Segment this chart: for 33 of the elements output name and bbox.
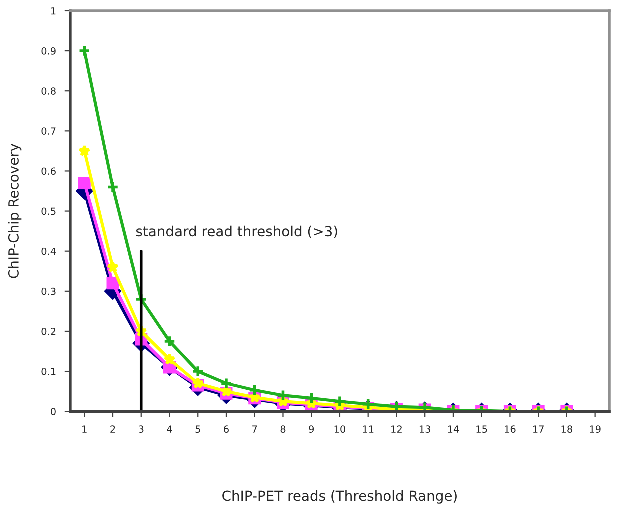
x-tick-label: 14: [448, 426, 460, 433]
x-tick-label: 2: [110, 426, 116, 433]
x-tick-label: 9: [309, 426, 314, 434]
x-tick-label: 17: [533, 426, 544, 433]
y-tick-label: 0.6: [42, 168, 56, 176]
y-tick-label: 0.9: [42, 48, 56, 55]
y-tick-label: 0.8: [42, 88, 56, 95]
y-tick-label: 0.2: [42, 328, 56, 336]
x-tick-label: 13: [420, 426, 430, 434]
y-tick-label: 0.5: [42, 208, 56, 216]
y-tick-label: 0: [51, 408, 56, 416]
y-tick-label: 1: [51, 8, 56, 15]
y-axis-title: ChIP-Chip Recovery: [8, 144, 22, 278]
y-tick-label: 0.3: [42, 288, 56, 296]
x-tick-label: 11: [363, 426, 374, 433]
y-tick-label: 0.4: [42, 248, 56, 256]
x-tick-label: 8: [280, 426, 286, 434]
y-tick-label: 0.7: [42, 128, 56, 135]
x-tick-label: 16: [505, 426, 516, 434]
x-tick-label: 10: [334, 426, 346, 434]
x-tick-label: 19: [590, 426, 601, 434]
y-tick-label: 0.1: [42, 368, 56, 376]
x-tick-label: 5: [196, 426, 200, 434]
x-tick-label: 7: [252, 426, 258, 433]
x-tick-label: 3: [139, 426, 144, 434]
x-tick-label: 15: [476, 426, 488, 434]
x-tick-label: 6: [224, 426, 229, 434]
ref-line-label: standard read threshold (>3): [136, 226, 338, 238]
x-tick-label: 4: [167, 426, 172, 433]
x-tick-label: 1: [82, 426, 87, 433]
x-tick-label: 12: [392, 426, 402, 433]
x-tick-label: 18: [562, 426, 572, 434]
x-axis-title: ChIP-PET reads (Threshold Range): [222, 490, 457, 504]
